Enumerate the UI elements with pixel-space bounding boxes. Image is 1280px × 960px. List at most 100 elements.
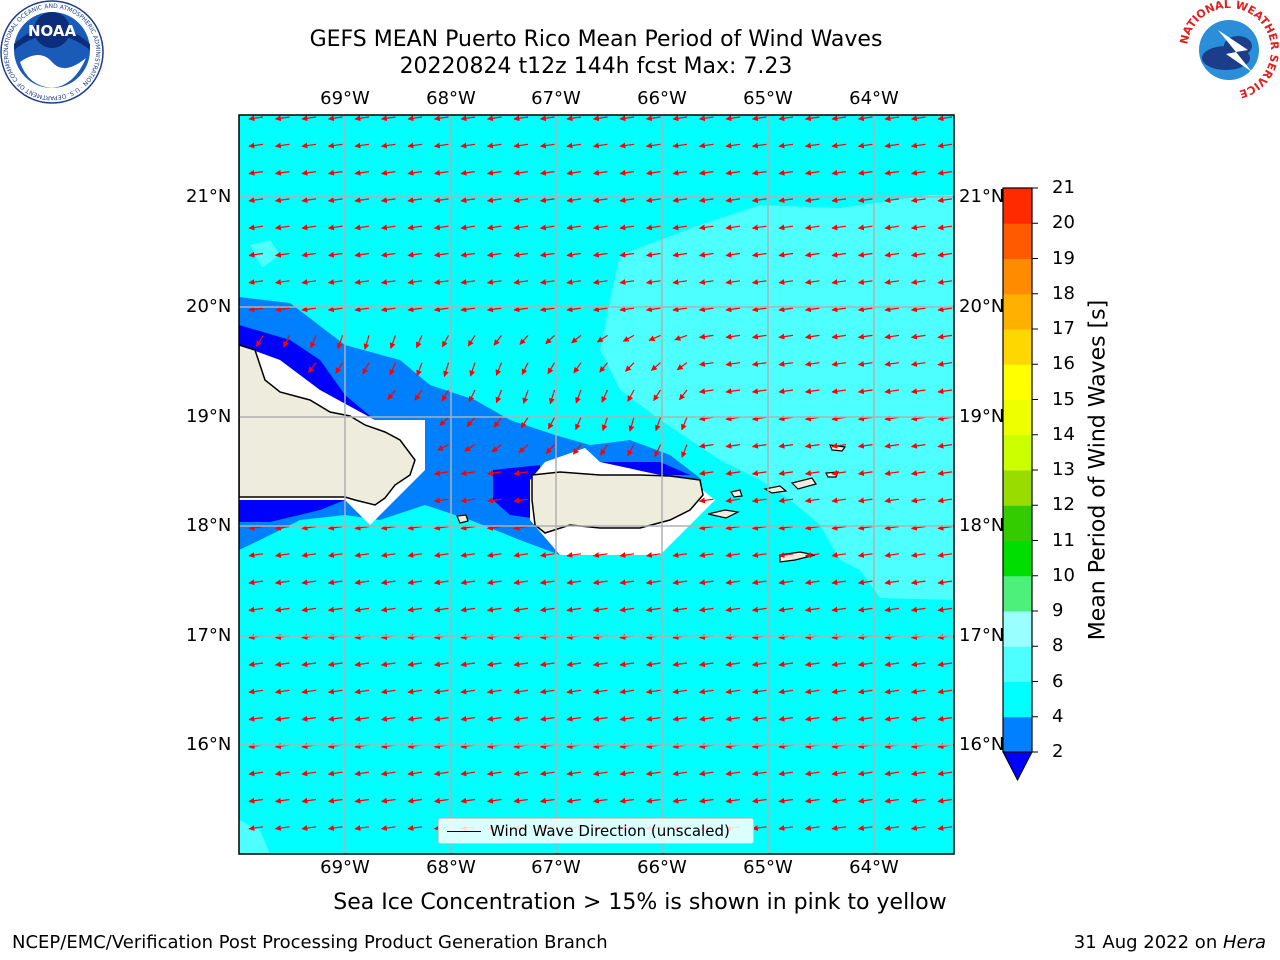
wave-direction-arrow <box>672 661 688 668</box>
wave-direction-arrow <box>274 169 290 176</box>
wave-direction-arrow <box>301 115 317 122</box>
wave-direction-arrow <box>354 579 370 586</box>
wave-direction-arrow <box>274 197 290 204</box>
wave-direction-arrow <box>539 115 555 122</box>
wave-direction-arrow <box>283 335 291 348</box>
wave-direction-arrow <box>433 688 449 695</box>
wave-direction-arrow <box>274 224 290 231</box>
wave-direction-arrow <box>433 115 449 122</box>
wave-direction-arrow <box>857 825 873 832</box>
wave-direction-arrow <box>301 825 317 832</box>
wave-direction-arrow <box>539 251 555 258</box>
wave-direction-arrow <box>619 688 635 695</box>
wave-direction-arrow <box>464 444 476 452</box>
wave-direction-arrow <box>592 770 608 777</box>
colorbar-segment <box>1003 611 1032 647</box>
wave-direction-arrow <box>274 606 290 613</box>
wave-direction-arrow <box>327 279 343 286</box>
wave-direction-arrow <box>778 360 794 367</box>
wave-direction-arrow <box>575 417 582 431</box>
wave-direction-arrow <box>571 334 582 344</box>
colorbar-tick-label: 20 <box>1052 212 1075 234</box>
wave-direction-arrow <box>831 224 847 231</box>
colorbar-tick-label: 18 <box>1052 282 1075 304</box>
wave-direction-arrow <box>301 224 317 231</box>
longitude-label-bottom: 66°W <box>637 857 687 878</box>
colorbar-tick-label: 13 <box>1052 459 1075 480</box>
wave-direction-arrow <box>486 770 502 777</box>
wave-direction-arrow <box>804 470 820 477</box>
wave-direction-arrow <box>725 115 741 122</box>
wave-direction-arrow <box>592 279 608 286</box>
wave-direction-arrow <box>884 606 900 613</box>
wave-direction-arrow <box>467 335 476 347</box>
wave-direction-arrow <box>486 552 502 559</box>
wave-direction-arrow <box>937 388 953 395</box>
wave-direction-arrow <box>937 497 953 504</box>
wave-direction-arrow <box>831 279 847 286</box>
colorbar-segment <box>1003 540 1032 577</box>
wave-direction-arrow <box>681 444 688 458</box>
wave-direction-arrow <box>884 333 900 340</box>
wave-direction-arrow <box>725 224 741 231</box>
wave-direction-arrow <box>804 388 820 395</box>
wave-direction-arrow <box>648 334 661 342</box>
wave-direction-arrow <box>301 770 317 777</box>
wave-direction-arrow <box>354 661 370 668</box>
wave-direction-arrow <box>831 579 847 586</box>
wave-direction-arrow <box>539 306 555 313</box>
wave-direction-arrow <box>645 197 661 204</box>
wave-direction-arrow <box>248 715 264 722</box>
wave-direction-arrow <box>599 362 608 373</box>
land-mona-island <box>456 514 469 524</box>
wave-direction-arrow <box>857 279 873 286</box>
wave-direction-arrow <box>301 715 317 722</box>
wave-direction-arrow <box>884 169 900 176</box>
wave-direction-arrow <box>857 606 873 613</box>
wave-direction-arrow <box>486 169 502 176</box>
wave-direction-arrow <box>857 470 873 477</box>
map-gridlines <box>239 115 954 854</box>
wave-direction-arrow <box>804 552 820 559</box>
wave-direction-arrow <box>937 688 953 695</box>
wave-direction-arrow <box>804 770 820 777</box>
wave-direction-arrow <box>645 661 661 668</box>
wave-direction-arrow <box>301 251 317 258</box>
wave-direction-arrow <box>831 825 847 832</box>
wave-direction-arrow <box>672 770 688 777</box>
wave-direction-arrow <box>274 825 290 832</box>
wave-direction-arrow <box>566 115 582 122</box>
wave-direction-arrow <box>248 279 264 286</box>
wave-direction-arrow <box>751 115 767 122</box>
wave-direction-arrow <box>414 389 423 401</box>
wave-direction-arrow <box>884 797 900 804</box>
longitude-label-bottom: 65°W <box>743 857 793 878</box>
wave-direction-arrow <box>619 197 635 204</box>
wave-direction-arrow <box>354 797 370 804</box>
wave-direction-arrow <box>539 797 555 804</box>
wave-direction-arrow <box>654 417 662 432</box>
wave-direction-arrow <box>460 524 476 531</box>
wave-direction-arrow <box>937 360 953 367</box>
colorbar-segment <box>1003 646 1032 682</box>
wave-direction-arrow <box>672 797 688 804</box>
colorbar-segment <box>1003 434 1032 471</box>
wave-direction-arrow <box>725 770 741 777</box>
wave-direction-arrow <box>380 715 396 722</box>
wave-direction-arrow <box>804 251 820 258</box>
wave-direction-arrow <box>751 360 767 367</box>
wave-direction-arrow <box>619 579 635 586</box>
wave-direction-arrow <box>751 442 767 449</box>
wave-direction-arrow <box>380 142 396 149</box>
wave-direction-arrow <box>460 497 476 504</box>
wave-direction-arrow <box>327 524 343 531</box>
wave-direction-arrow <box>592 606 608 613</box>
wave-direction-arrow <box>725 169 741 176</box>
wave-direction-arrow <box>539 661 555 668</box>
wave-direction-arrow <box>460 770 476 777</box>
wave-direction-arrow <box>857 770 873 777</box>
wave-direction-arrow <box>645 306 661 313</box>
wave-direction-arrow <box>486 197 502 204</box>
wave-direction-arrow <box>513 552 529 559</box>
wave-direction-arrow <box>645 688 661 695</box>
